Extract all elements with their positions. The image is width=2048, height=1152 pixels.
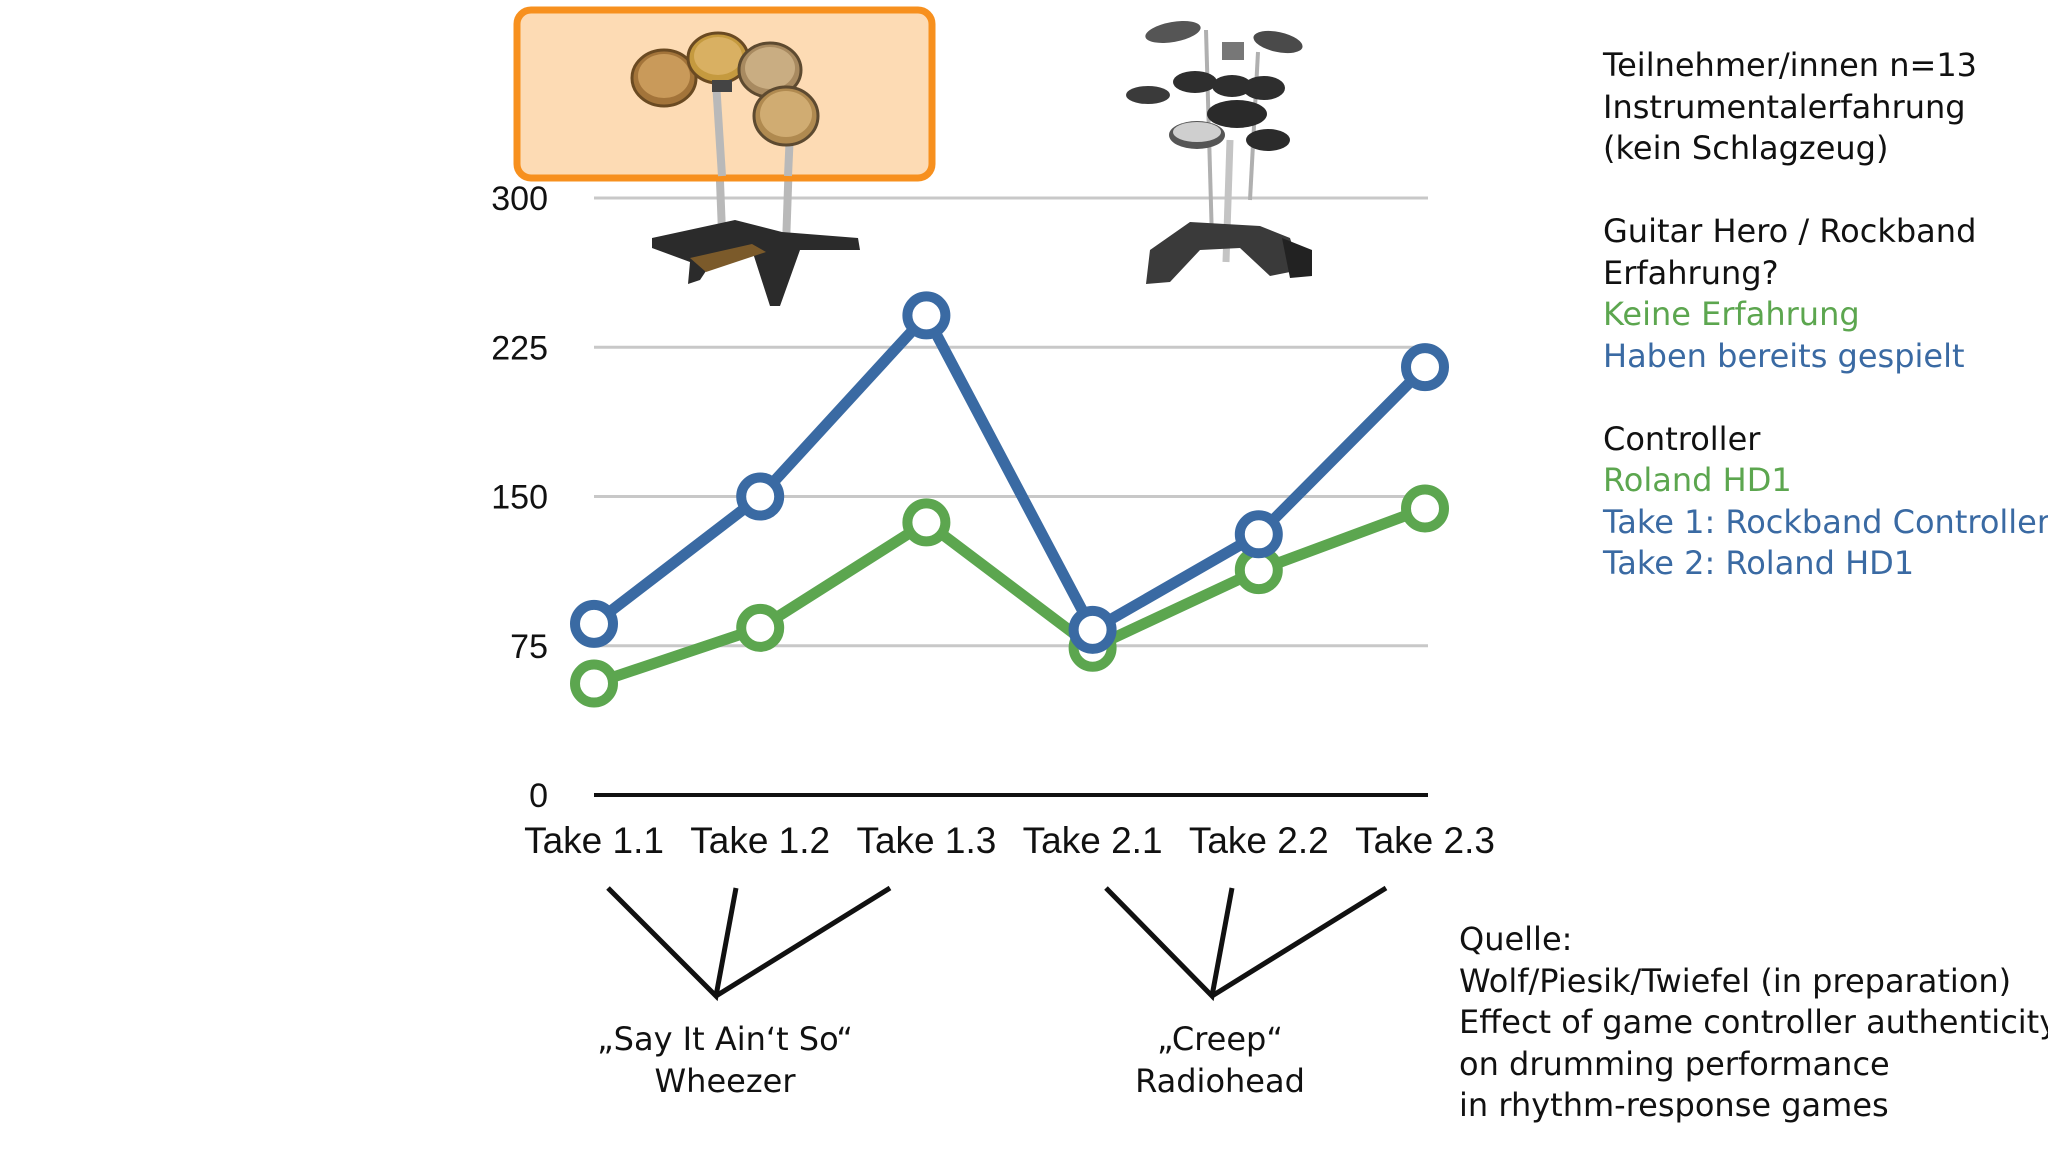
y-tick-label: 225	[491, 329, 548, 367]
y-tick-label: 300	[491, 180, 548, 218]
source-authors: Wolf/Piesik/Twiefel (in preparation)	[1459, 961, 2012, 1000]
controller-take1: Take 1: Rockband Controller	[1603, 502, 2048, 541]
x-tick-label: Take 1.1	[524, 820, 664, 861]
song-label-2: „Creep“ Radiohead	[1070, 1019, 1370, 1102]
source-title-2: on drumming performance	[1459, 1044, 1890, 1083]
controller-green: Roland HD1	[1603, 461, 1792, 499]
source-label: Quelle:	[1459, 920, 1573, 958]
data-point	[1401, 484, 1449, 533]
song-1-artist: Wheezer	[654, 1061, 796, 1100]
x-tick-label: Take 1.3	[856, 820, 996, 861]
bracket-song-2	[1104, 885, 1388, 1002]
info-panel: Teilnehmer/innen n=13 Instrumentalerfahr…	[1603, 45, 2048, 585]
y-axis-ticks: 300 225 150 75 0	[491, 180, 548, 815]
source-title-1: Effect of game controller authenticity	[1459, 1003, 2048, 1041]
controller-take2: Take 2: Roland HD1	[1603, 544, 1915, 582]
x-axis-ticks: Take 1.1 Take 1.2 Take 1.3 Take 2.1 Take 2.2…	[524, 820, 1495, 861]
legend-green: Keine Erfahrung	[1603, 295, 1860, 333]
question-line-1: Guitar Hero / Rockband	[1603, 212, 1977, 250]
no-drums-line: (kein Schlagzeug)	[1603, 129, 1889, 167]
data-point	[902, 498, 951, 547]
song-brackets	[606, 885, 1388, 1002]
data-point	[736, 603, 785, 652]
y-tick-label: 75	[510, 628, 548, 666]
data-point	[1401, 343, 1449, 392]
series-line	[588, 502, 1431, 690]
gridlines	[594, 196, 1428, 797]
series-Haben bereits gespielt	[570, 291, 1449, 654]
chart-series	[570, 291, 1449, 708]
song-2-artist: Radiohead	[1135, 1061, 1305, 1100]
participants-line: Teilnehmer/innen n=13	[1603, 46, 1978, 84]
song-label-1: „Say It Ain‘t So“ Wheezer	[560, 1019, 890, 1102]
experience-line: Instrumentalerfahrung	[1603, 87, 1966, 126]
roland-electronic-drum-kit-icon	[1126, 21, 1312, 284]
x-tick-label: Take 2.3	[1355, 820, 1495, 861]
data-point	[570, 599, 618, 648]
series-line	[588, 309, 1431, 636]
y-tick-label: 0	[529, 777, 548, 815]
question-line-2: Erfahrung?	[1603, 253, 1779, 292]
series-Keine Erfahrung	[570, 484, 1449, 708]
source-title-3: in rhythm-response games	[1459, 1086, 1889, 1124]
source-panel: Quelle: Wolf/Piesik/Twiefel (in preparat…	[1459, 919, 2048, 1127]
legend-blue: Haben bereits gespielt	[1603, 336, 1965, 375]
x-tick-label: Take 2.1	[1023, 820, 1163, 861]
data-point	[902, 291, 951, 340]
song-2-title: „Creep“	[1157, 1020, 1283, 1058]
x-tick-label: Take 2.2	[1189, 820, 1329, 861]
song-1-title: „Say It Ain‘t So“	[597, 1020, 853, 1058]
controller-highlight-box	[513, 6, 936, 182]
y-tick-label: 150	[491, 479, 548, 517]
x-tick-label: Take 1.2	[690, 820, 830, 861]
data-point	[1068, 605, 1117, 654]
controller-heading: Controller	[1603, 419, 1761, 458]
data-point	[1234, 510, 1283, 559]
data-point	[570, 659, 618, 708]
bracket-song-1	[606, 885, 892, 1002]
data-point	[736, 472, 785, 521]
rockband-drum-pads-icon	[630, 31, 820, 177]
